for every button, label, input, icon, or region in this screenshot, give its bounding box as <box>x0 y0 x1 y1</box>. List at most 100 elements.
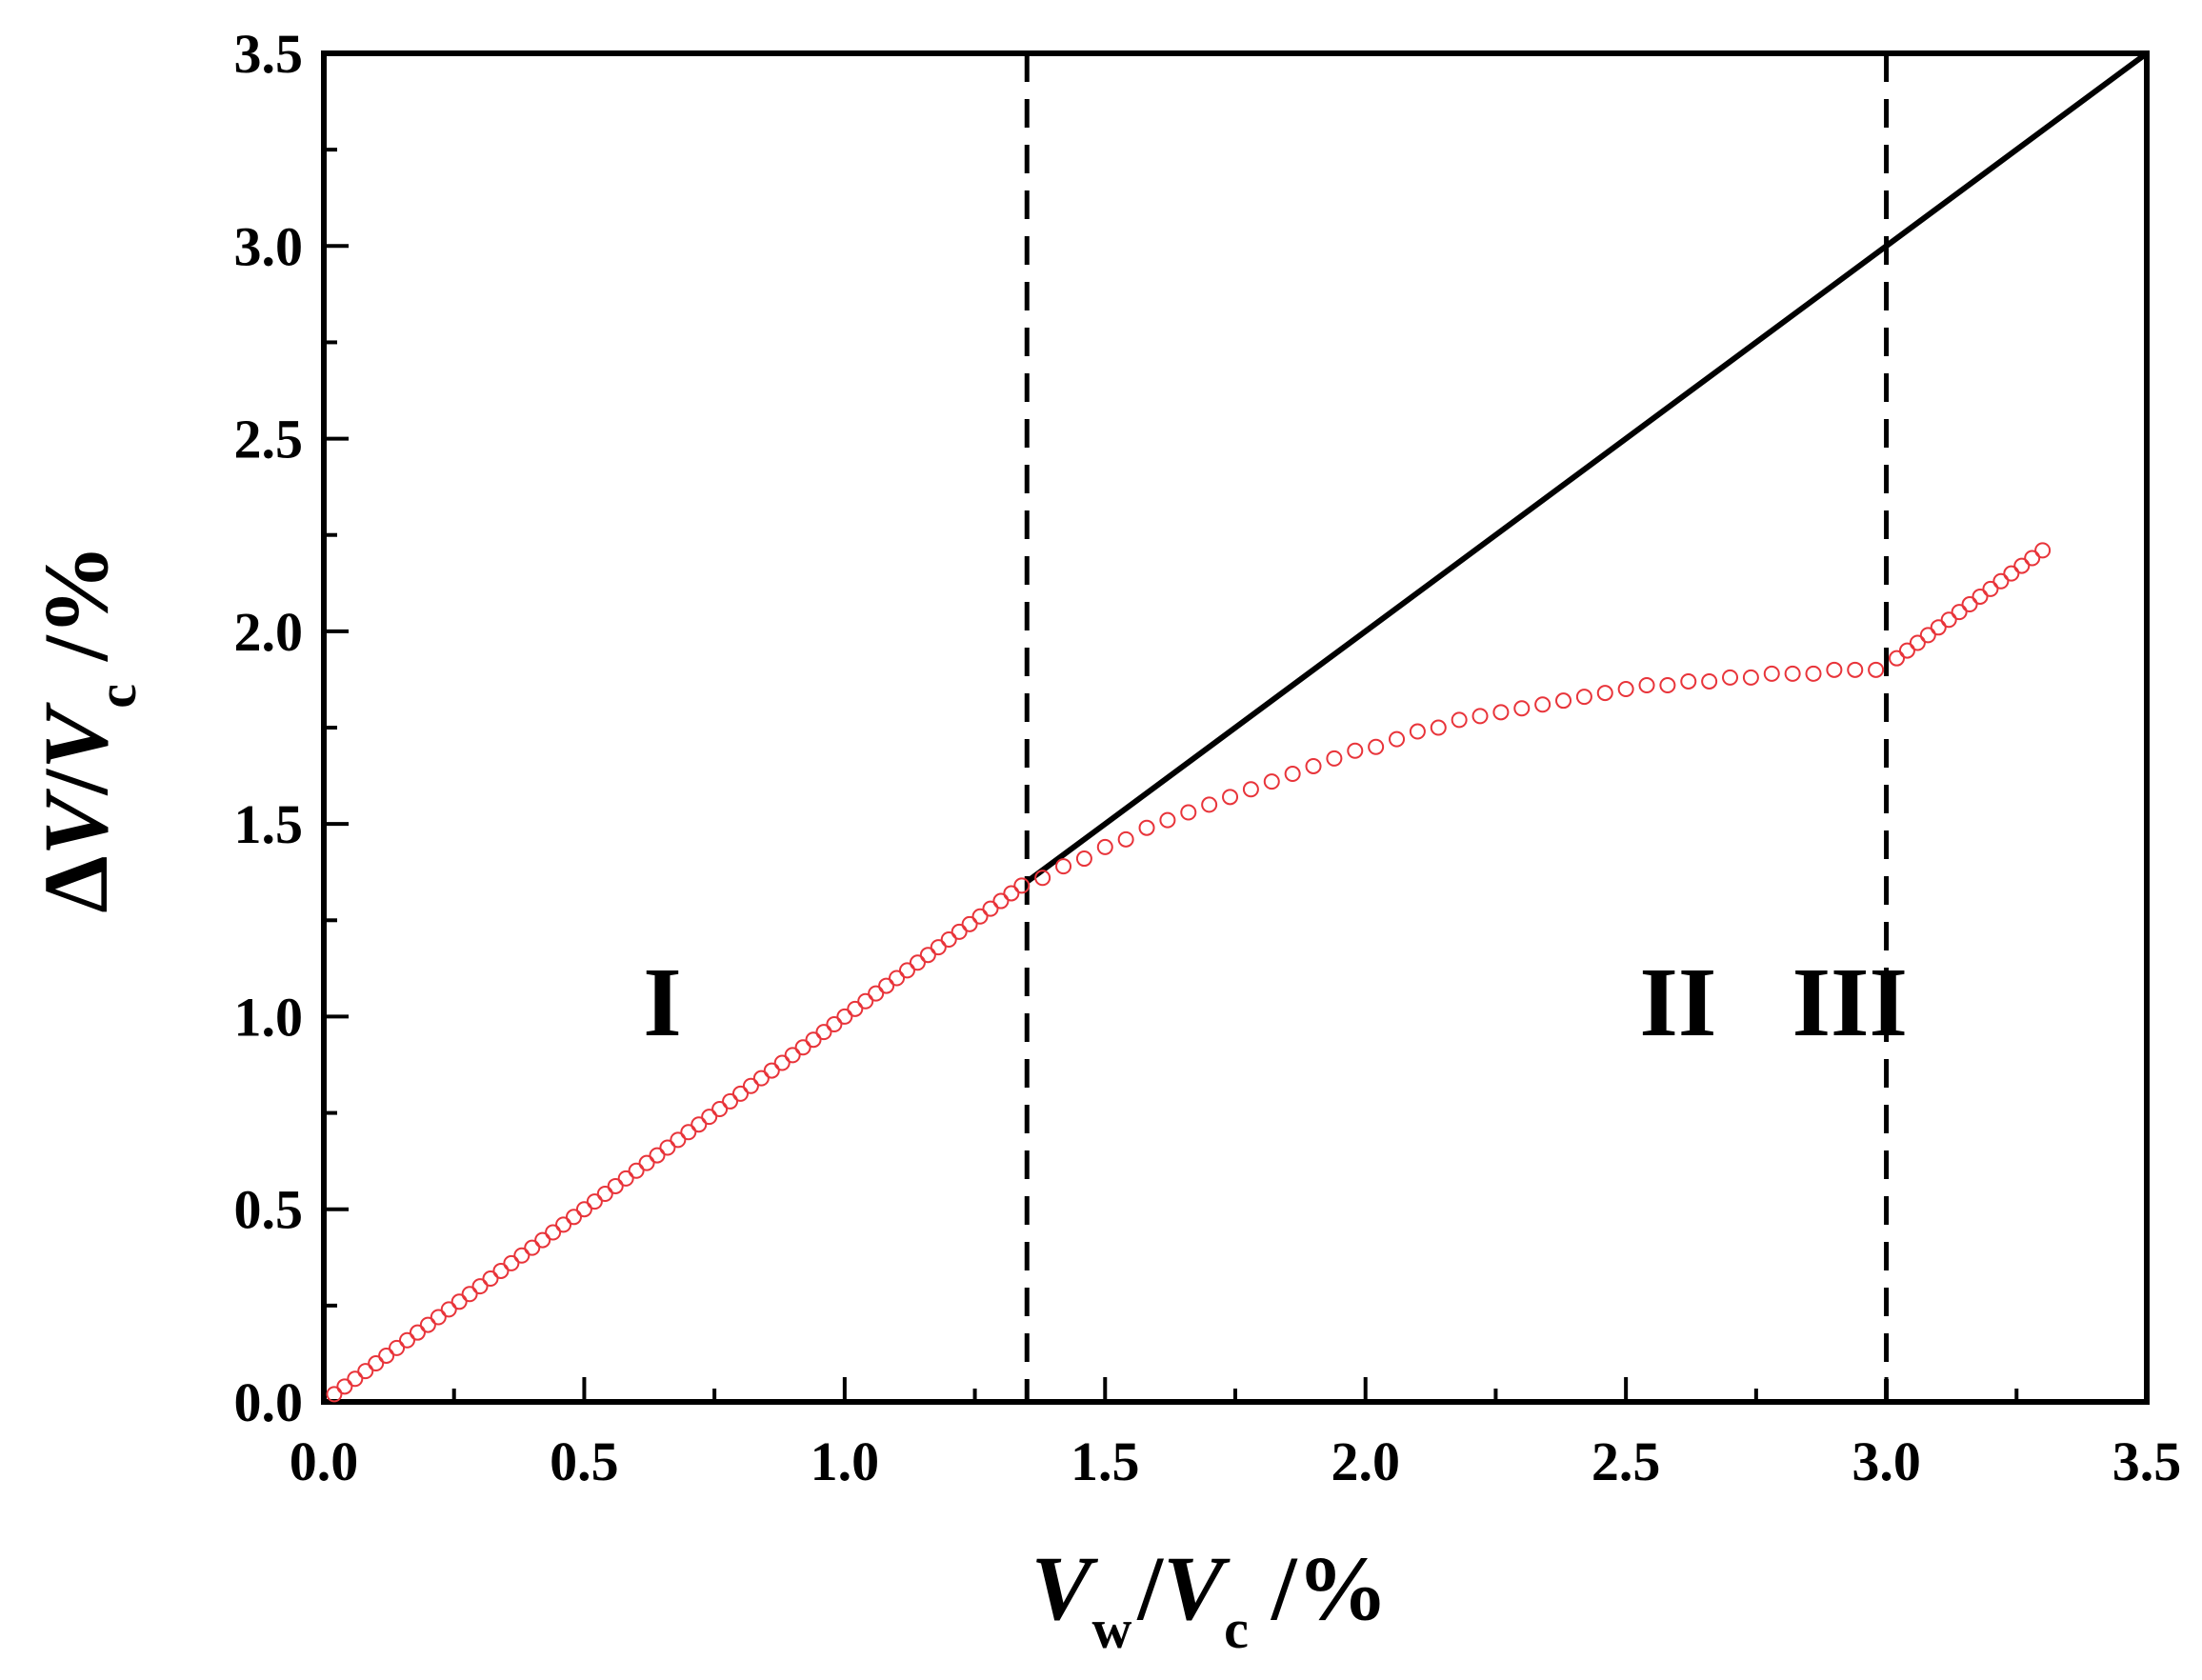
data-point <box>847 1000 864 1017</box>
data-point <box>1305 757 1322 774</box>
data-point <box>1638 676 1655 693</box>
data-point <box>617 1170 634 1187</box>
y-tick-label: 0.0 <box>234 1371 304 1433</box>
x-axis-title-unit: /% <box>1249 1537 1389 1639</box>
data-point <box>889 970 906 987</box>
data-point <box>805 1031 822 1049</box>
data-point <box>1701 672 1718 690</box>
data-point <box>691 1116 708 1133</box>
x-tick-label: 3.5 <box>2112 1430 2182 1492</box>
data-point <box>368 1355 385 1372</box>
data-point <box>1847 661 1864 678</box>
x-tick-label: 3.0 <box>1852 1430 1921 1492</box>
data-point <box>1159 811 1176 829</box>
y-axis-title-v2: V <box>25 702 127 770</box>
data-point <box>1430 719 1447 736</box>
y-axis-title-sep: / <box>25 768 127 795</box>
data-point <box>1742 669 1759 686</box>
x-axis-title: Vw/Vc /% <box>1031 1537 1388 1660</box>
data-point <box>1409 723 1426 740</box>
data-point <box>1919 627 1936 644</box>
data-point <box>1575 689 1592 706</box>
y-axis-title: ΔV/Vc /% <box>25 544 148 912</box>
data-point <box>545 1224 562 1241</box>
data-point <box>649 1147 666 1164</box>
data-point <box>930 939 947 956</box>
data-point <box>1680 672 1697 690</box>
data-point <box>898 962 915 979</box>
data-point <box>940 931 957 949</box>
data-point <box>763 1062 780 1079</box>
data-point <box>430 1309 447 1326</box>
data-point <box>1961 596 1978 613</box>
y-axis-title-unit: /% <box>25 544 127 684</box>
x-axis-title-v2: V <box>1163 1537 1231 1639</box>
data-point <box>868 985 885 1002</box>
data-point <box>982 900 999 917</box>
data-point <box>951 923 968 940</box>
data-point <box>1368 738 1385 755</box>
y-axis-title-v1: V <box>25 788 127 855</box>
data-point <box>773 1054 791 1071</box>
data-point <box>680 1124 697 1141</box>
data-point <box>1972 588 1989 605</box>
axis-ticks <box>322 51 2149 1404</box>
data-point <box>1492 704 1510 721</box>
x-tick-label: 1.5 <box>1071 1430 1140 1492</box>
data-point <box>1471 708 1489 725</box>
data-point <box>1055 858 1072 875</box>
y-tick-label: 3.0 <box>234 215 304 277</box>
data-point <box>1763 665 1780 682</box>
data-point <box>1180 804 1197 821</box>
data-point <box>857 992 874 1010</box>
data-point <box>326 1386 343 1403</box>
data-point <box>596 1186 613 1203</box>
region-boundaries <box>1024 53 1890 1402</box>
data-point <box>722 1092 739 1110</box>
data-point <box>2024 550 2041 567</box>
region-label-i: I <box>643 948 681 1057</box>
data-point <box>357 1363 374 1380</box>
data-point <box>1117 830 1134 848</box>
data-point <box>378 1347 395 1364</box>
data-point <box>1347 742 1364 759</box>
reference-line-group <box>1025 50 2149 885</box>
data-point <box>492 1262 510 1279</box>
data-point <box>1326 750 1343 767</box>
data-point <box>794 1039 811 1056</box>
data-point <box>1075 850 1092 868</box>
data-point <box>670 1131 687 1149</box>
data-point <box>575 1201 592 1218</box>
data-point <box>701 1109 718 1126</box>
data-point <box>336 1378 353 1395</box>
data-point <box>909 954 926 971</box>
data-point <box>1513 700 1531 717</box>
x-tick-label: 2.0 <box>1331 1430 1400 1492</box>
data-point <box>409 1324 426 1341</box>
data-point <box>1909 634 1926 651</box>
data-point <box>482 1270 499 1288</box>
y-tick-label: 1.0 <box>234 986 304 1048</box>
x-tick-labels: 0.0 0.5 1.0 1.5 2.0 2.5 3.0 3.5 <box>290 1430 2182 1492</box>
data-point <box>2003 565 2020 582</box>
data-point <box>1096 838 1113 855</box>
y-tick-labels: 0.0 0.5 1.0 1.5 2.0 2.5 3.0 3.5 <box>234 23 304 1433</box>
y-tick-label: 3.5 <box>234 23 304 85</box>
x-axis-title-sub2: c <box>1224 1598 1249 1660</box>
data-point <box>534 1231 551 1249</box>
data-point <box>826 1016 843 1033</box>
data-point <box>961 915 978 932</box>
data-point <box>711 1101 729 1118</box>
region-labels: I II III <box>643 948 1908 1057</box>
data-point <box>1534 696 1551 713</box>
data-point <box>461 1286 478 1303</box>
region-label-ii: II <box>1639 948 1716 1057</box>
data-point <box>836 1008 853 1025</box>
y-tick-label: 2.5 <box>234 409 304 470</box>
x-tick-label: 2.5 <box>1591 1430 1661 1492</box>
data-point <box>1982 580 1999 597</box>
data-point <box>565 1209 582 1226</box>
data-point <box>1868 661 1885 678</box>
reference-line <box>1025 50 2149 885</box>
x-tick-label: 0.0 <box>290 1430 359 1492</box>
